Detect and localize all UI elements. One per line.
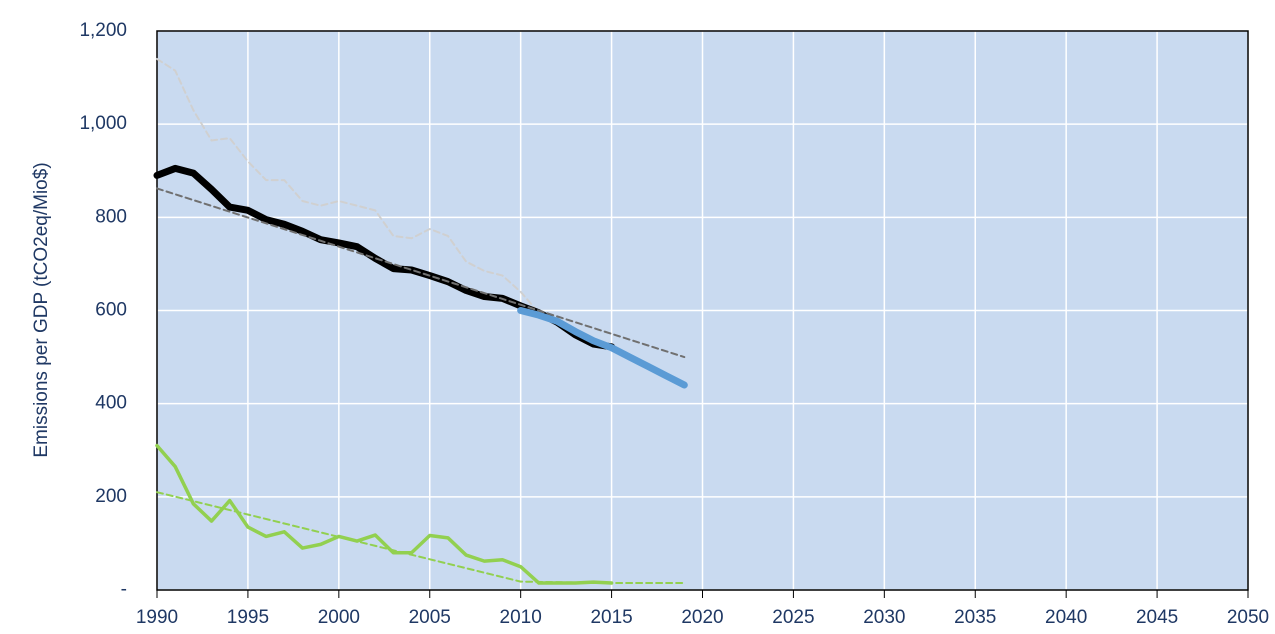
- series-line: [156, 57, 540, 314]
- series-line: [155, 443, 614, 585]
- plot-border: [156, 30, 1249, 591]
- x-tick-label: 2020: [681, 607, 723, 628]
- y-tick-label: 1,000: [79, 113, 127, 134]
- x-tick-label: 2040: [1045, 607, 1087, 628]
- y-axis-label: Emissions per GDP (tCO2eq/Mio$): [31, 162, 52, 457]
- x-tick-label: 2005: [409, 607, 451, 628]
- series-line: [156, 187, 686, 359]
- x-tick-label: 2045: [1136, 607, 1178, 628]
- y-tick-label: 1,200: [79, 20, 127, 41]
- x-tick-label: 1995: [227, 607, 269, 628]
- series-line: [156, 491, 686, 585]
- y-tick-label: 600: [95, 300, 127, 321]
- y-tick-label: 200: [95, 486, 127, 507]
- x-tick-label: 2010: [500, 607, 542, 628]
- x-tick-label: 2035: [954, 607, 996, 628]
- y-tick-label: 800: [95, 206, 127, 227]
- x-tick-label: 2025: [772, 607, 814, 628]
- y-tick-label: 400: [95, 393, 127, 414]
- series-line: [517, 307, 688, 389]
- x-tick-label: 2030: [863, 607, 905, 628]
- y-tick-label: -: [121, 579, 127, 600]
- x-tick-label: 2000: [318, 607, 360, 628]
- x-tick-label: 2015: [590, 607, 632, 628]
- x-tick-label: 2050: [1227, 607, 1269, 628]
- x-tick-label: 1990: [136, 607, 178, 628]
